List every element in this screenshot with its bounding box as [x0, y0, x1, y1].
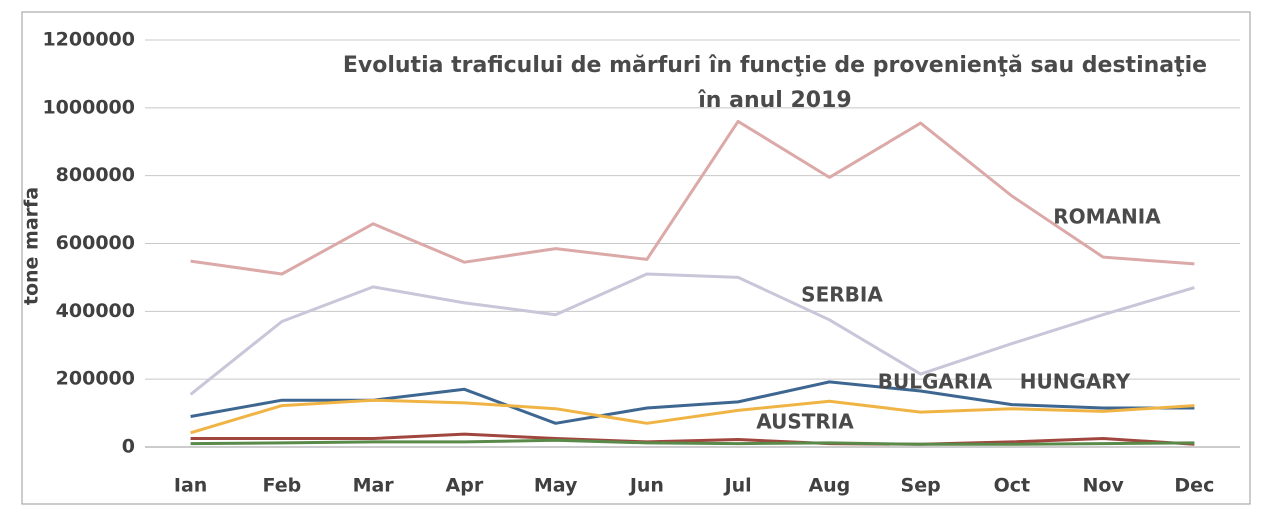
- x-tick-label: Dec: [1174, 475, 1214, 497]
- series-label: AUSTRIA: [756, 410, 854, 434]
- y-tick-label: 1200000: [42, 29, 135, 51]
- x-tick-label: Jul: [723, 475, 752, 497]
- x-tick-label: Mar: [353, 475, 395, 497]
- y-tick-label: 800000: [56, 164, 135, 186]
- x-tick-label: Feb: [263, 475, 302, 497]
- x-tick-label: Apr: [446, 475, 484, 497]
- x-tick-label: Ian: [174, 475, 207, 497]
- series-label: SERBIA: [801, 283, 883, 307]
- x-tick-label: Sep: [901, 475, 941, 497]
- x-tick-label: Nov: [1082, 475, 1124, 497]
- chart-title: în anul 2019: [697, 88, 851, 113]
- series-line: [190, 398, 1195, 435]
- series-line: [190, 432, 1195, 446]
- chart-frame: [21, 11, 1251, 505]
- y-tick-label: 0: [122, 436, 135, 458]
- x-tick-label: Jun: [628, 475, 664, 497]
- y-axis-label: tone marfa: [21, 187, 43, 305]
- series-label: ROMANIA: [1053, 205, 1161, 229]
- series-line: [190, 119, 1195, 276]
- y-tick-label: 200000: [56, 368, 135, 390]
- x-tick-label: Oct: [994, 475, 1031, 497]
- series-line: [190, 438, 1195, 446]
- y-tick-label: 600000: [56, 232, 135, 254]
- chart-title: Evolutia traficului de mărfuri în funcţi…: [343, 53, 1207, 78]
- y-tick-label: 1000000: [42, 96, 135, 118]
- series-label: HUNGARY: [1020, 370, 1131, 394]
- x-tick-label: May: [534, 475, 578, 497]
- series-line: [189, 272, 1195, 396]
- series-label: BULGARIA: [878, 370, 993, 394]
- y-tick-label: 400000: [56, 300, 135, 322]
- x-tick-label: Aug: [808, 475, 850, 497]
